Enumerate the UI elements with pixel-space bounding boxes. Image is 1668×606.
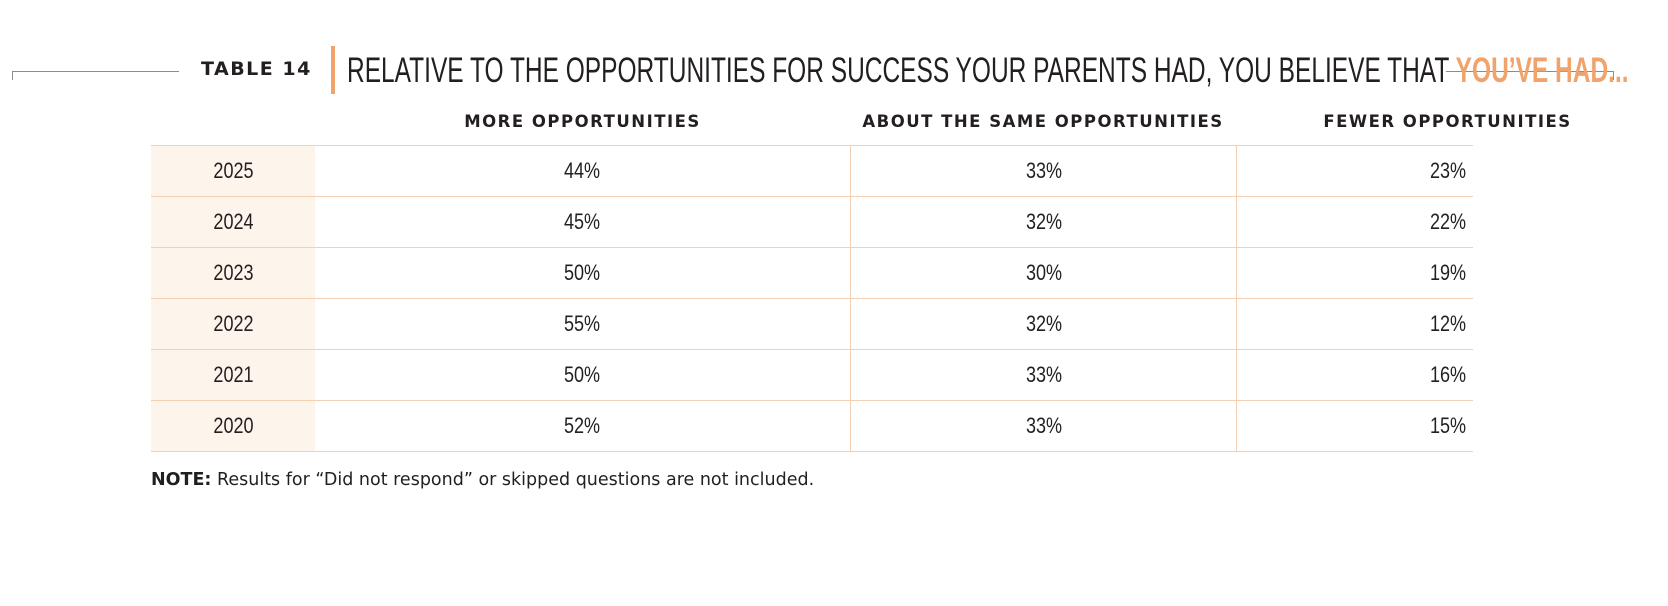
header-rule-left (12, 71, 179, 72)
title-accent-bar (331, 46, 335, 94)
same-opportunities-cell: 33% (850, 401, 1237, 451)
same-opportunities-cell: 32% (850, 299, 1237, 349)
fewer-opportunities-cell: 15% (1236, 401, 1660, 451)
column-header-more: MORE OPPORTUNITIES (464, 112, 701, 131)
header-rule-right (1446, 71, 1614, 72)
table-row: 2022 55% 32% 12% (151, 299, 1473, 350)
table-note: NOTE: Results for “Did not respond” or s… (151, 470, 814, 490)
same-opportunities-cell: 32% (850, 197, 1237, 247)
table-row: 2025 44% 33% 23% (151, 145, 1473, 197)
note-text: Results for “Did not respond” or skipped… (211, 470, 815, 490)
same-opportunities-cell: 33% (850, 350, 1237, 400)
same-opportunities-cell: 30% (850, 248, 1237, 298)
table-title: RELATIVE TO THE OPPORTUNITIES FOR SUCCES… (347, 51, 1629, 91)
table-row: 2020 52% 33% 15% (151, 401, 1473, 452)
table-title-accent: YOU’VE HAD... (1455, 51, 1629, 90)
table-row: 2021 50% 33% 16% (151, 350, 1473, 401)
fewer-opportunities-cell: 22% (1236, 197, 1660, 247)
header-rule-left-tick (12, 71, 13, 80)
year-cell: 2020 (151, 401, 315, 451)
more-opportunities-cell: 45% (564, 209, 601, 234)
same-opportunities-cell: 33% (850, 146, 1237, 196)
year-cell: 2024 (151, 197, 315, 247)
header-rule-right-tick (1613, 71, 1614, 80)
year-cell: 2025 (151, 146, 315, 196)
table-row: 2024 45% 32% 22% (151, 197, 1473, 248)
table-title-main: RELATIVE TO THE OPPORTUNITIES FOR SUCCES… (347, 51, 1456, 90)
more-opportunities-cell: 50% (564, 362, 601, 387)
table-row: 2023 50% 30% 19% (151, 248, 1473, 299)
fewer-opportunities-cell: 19% (1236, 248, 1660, 298)
fewer-opportunities-cell: 23% (1236, 146, 1660, 196)
table-number-label: TABLE 14 (201, 58, 312, 80)
year-cell: 2023 (151, 248, 315, 298)
more-opportunities-cell: 52% (564, 413, 601, 438)
column-header-fewer: FEWER OPPORTUNITIES (1323, 112, 1572, 131)
fewer-opportunities-cell: 16% (1236, 350, 1660, 400)
note-label: NOTE: (151, 470, 212, 490)
more-opportunities-cell: 55% (564, 311, 601, 336)
more-opportunities-cell: 50% (564, 260, 601, 285)
results-table: 2025 44% 33% 23% 2024 45% 32% 22% 2023 5… (151, 145, 1473, 452)
column-header-same: ABOUT THE SAME OPPORTUNITIES (862, 112, 1224, 131)
more-opportunities-cell: 44% (564, 158, 601, 183)
year-cell: 2022 (151, 299, 315, 349)
fewer-opportunities-cell: 12% (1236, 299, 1660, 349)
year-cell: 2021 (151, 350, 315, 400)
